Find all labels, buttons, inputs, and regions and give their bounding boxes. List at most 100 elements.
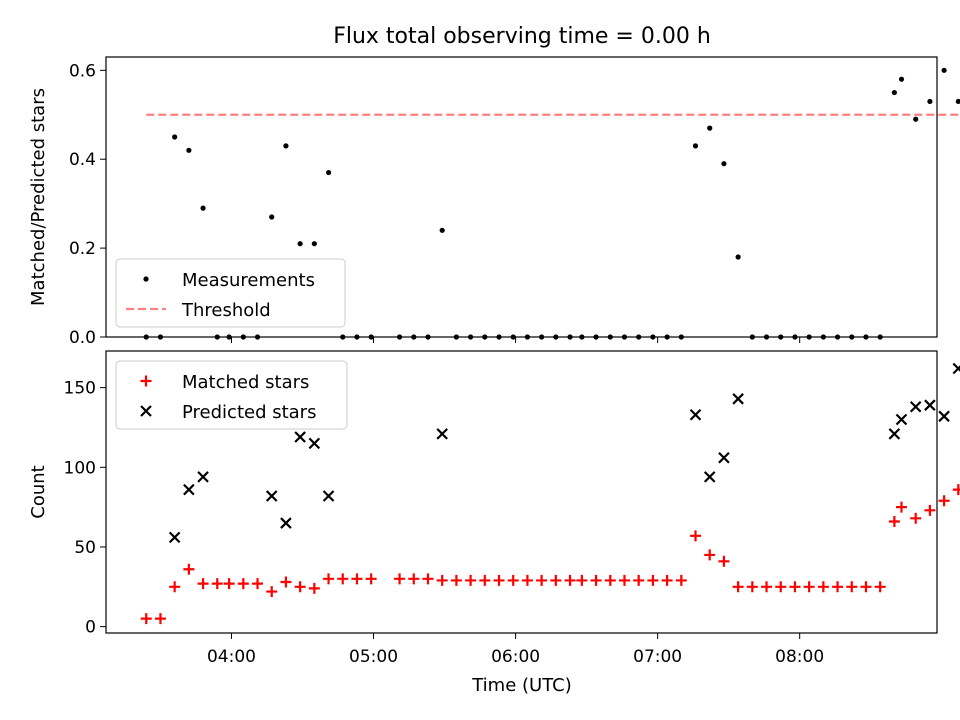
data-point — [294, 581, 306, 593]
legend: Measurements Threshold — [115, 258, 346, 328]
data-point — [910, 512, 922, 524]
plot-frame — [105, 350, 938, 634]
data-point — [909, 400, 922, 413]
data-point — [351, 573, 363, 585]
data-point — [197, 471, 209, 483]
data-point — [439, 227, 445, 233]
data-point — [169, 581, 181, 593]
data-point — [283, 143, 289, 149]
y-axis-label: Matched/Predicted stars — [28, 88, 49, 306]
x-tick-label: 06:00 — [491, 647, 540, 667]
data-point — [732, 393, 744, 405]
legend-item: Predicted stars — [140, 402, 316, 423]
legend-swatch — [143, 276, 149, 282]
data-point — [846, 581, 858, 593]
data-point — [735, 254, 741, 260]
data-point — [718, 555, 730, 567]
data-point — [874, 581, 886, 593]
chart-title: Flux total observing time = 0.00 h — [333, 24, 711, 49]
data-point — [689, 408, 702, 421]
data-point — [941, 67, 947, 73]
data-point — [775, 581, 787, 593]
data-point — [266, 586, 278, 598]
y-tick-label: 100 — [64, 458, 96, 478]
plot-frame — [105, 56, 938, 338]
data-point — [223, 578, 235, 590]
data-point — [707, 125, 713, 131]
data-point — [938, 410, 950, 423]
x-tick-label: 05:00 — [349, 647, 398, 667]
data-point — [450, 574, 462, 586]
data-point — [576, 574, 588, 586]
data-point — [924, 504, 936, 516]
data-point — [436, 428, 448, 440]
data-point — [521, 574, 533, 586]
data-point — [211, 578, 223, 590]
data-point — [895, 413, 908, 426]
y-tick-label: 50 — [74, 538, 96, 558]
data-point — [337, 573, 349, 585]
data-point — [507, 574, 519, 586]
legend-label: Measurements — [182, 270, 315, 291]
data-point — [789, 581, 801, 593]
panel-2: 0 50 100 150 04:00 05:00 06:00 07:00 08:00 Count M… — [28, 350, 960, 667]
data-point — [927, 98, 933, 105]
x-tick-label: 08:00 — [775, 647, 824, 667]
data-point — [803, 581, 815, 593]
data-point — [718, 451, 730, 464]
data-point — [898, 76, 905, 82]
x-tick-label: 04:00 — [207, 647, 256, 667]
data-point — [280, 576, 292, 588]
data-point — [252, 578, 264, 590]
data-point — [237, 578, 249, 590]
data-point — [183, 563, 195, 575]
data-point — [590, 574, 602, 586]
data-point — [690, 530, 702, 542]
data-point — [168, 531, 181, 544]
data-point — [633, 574, 645, 586]
y-tick-label: 150 — [64, 379, 96, 399]
data-point — [140, 613, 152, 625]
data-point — [704, 549, 716, 561]
data-point — [308, 582, 320, 594]
x-tick-label: 07:00 — [633, 647, 682, 667]
data-point — [661, 574, 673, 586]
panel-1: 0.0 0.2 0.4 0.6 Matched/Predicted stars Measu… — [28, 56, 960, 348]
data-point — [308, 437, 321, 450]
data-point — [860, 581, 872, 593]
data-point — [891, 89, 897, 96]
data-point — [394, 573, 406, 585]
data-point — [265, 490, 278, 502]
y-tick-label: 0.0 — [69, 328, 96, 348]
data-point — [436, 574, 448, 586]
panels: 0.0 0.2 0.4 0.6 Matched/Predicted stars Measu… — [28, 56, 960, 667]
y-axis-label: Count — [28, 465, 49, 518]
data-point — [269, 214, 275, 220]
legend-swatch — [140, 375, 152, 387]
data-point — [703, 471, 716, 483]
data-point — [938, 495, 950, 507]
data-point — [408, 573, 420, 585]
data-point — [564, 574, 576, 586]
legend-box — [115, 360, 348, 430]
data-point — [817, 581, 829, 593]
data-point — [186, 147, 192, 153]
y-tick-label: 0.6 — [69, 61, 96, 81]
legend-label: Threshold — [181, 300, 271, 321]
data-point — [832, 581, 844, 593]
data-point — [465, 574, 477, 586]
data-point — [913, 116, 919, 122]
y-tick-label: 0.4 — [69, 150, 96, 170]
legend-item: Measurements — [143, 270, 315, 291]
legend-item: Matched stars — [140, 372, 309, 393]
data-point — [888, 515, 900, 527]
legend: Matched stars Predicted stars — [115, 360, 348, 430]
data-point — [325, 169, 332, 176]
data-point — [172, 134, 178, 140]
data-point — [365, 573, 377, 585]
data-point — [422, 573, 434, 585]
data-point — [692, 143, 699, 149]
legend-label: Matched stars — [182, 372, 309, 393]
